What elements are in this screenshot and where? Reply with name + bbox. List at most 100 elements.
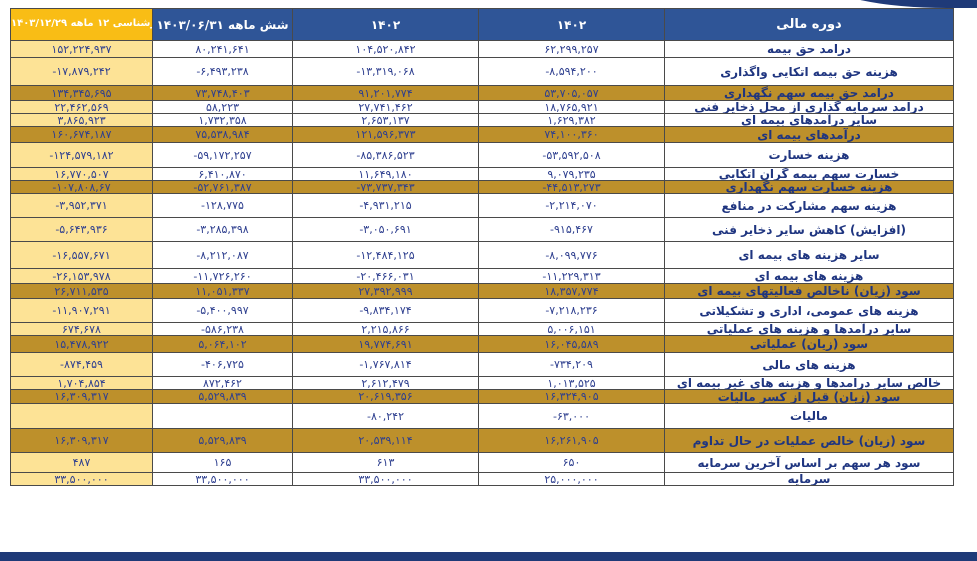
cell-half-year-1403: ۷۳,۷۴۸,۴۰۳ [152,85,293,101]
cell-half-year-1403: -۳,۲۸۵,۳۹۸ [152,217,293,242]
cell-1402-a: -۱۳,۳۱۹,۰۶۸ [292,57,479,86]
cell-1402-a: ۱۹,۷۷۴,۶۹۱ [292,335,479,353]
cell-1402-a: ۲۰,۵۳۹,۱۱۴ [292,428,479,453]
column-header-1402-a: ۱۴۰۲ [292,8,479,41]
table-row: -۵,۶۴۳,۹۳۶ -۳,۲۸۵,۳۹۸ -۳,۰۵۰,۶۹۱ -۹۱۵,۴۶۷ (ا… [10,217,954,242]
cell-expert-12m: ۱۵۲,۲۲۴,۹۳۷ [10,40,153,58]
cell-half-year-1403: ۸۰,۲۴۱,۶۴۱ [152,40,293,58]
cell-1402-b: ۶۲,۲۹۹,۲۵۷ [478,40,665,58]
cell-1402-b: ۱۶,۳۲۴,۹۰۵ [478,389,665,404]
cell-expert-12m: ۳,۸۶۵,۹۲۳ [10,113,153,127]
cell-half-year-1403: -۸,۲۱۲,۰۸۷ [152,241,293,269]
cell-expert-12m: -۲۶,۱۵۳,۹۷۸ [10,268,153,284]
cell-expert-12m: -۱۱,۹۰۷,۲۹۱ [10,298,153,323]
cell-1402-a: ۲,۶۱۲,۴۷۹ [292,376,479,390]
table-body: ۱۵۲,۲۲۴,۹۳۷ ۸۰,۲۴۱,۶۴۱ ۱۰۴,۵۲۰,۸۴۲ ۶۲,۲۹۹,۲… [10,40,954,486]
cell-1402-b: -۸,۰۹۹,۷۷۶ [478,241,665,269]
cell-expert-12m: ۱۶,۷۷۰,۵۰۷ [10,167,153,181]
row-label: هزینه حق بیمه اتکایی واگذاری [664,57,954,86]
cell-expert-12m: ۳۳,۵۰۰,۰۰۰ [10,472,153,486]
cell-half-year-1403 [152,403,293,429]
cell-1402-a: ۶۱۳ [292,452,479,473]
cell-half-year-1403: ۱۶۵ [152,452,293,473]
row-label: هزینه های بیمه ای [664,268,954,284]
cell-half-year-1403: -۴۰۶,۷۲۵ [152,352,293,377]
cell-1402-b: -۱۱,۲۲۹,۳۱۳ [478,268,665,284]
row-label: سرمایه [664,472,954,486]
row-label: هزینه های عمومی، اداری و تشکیلاتی [664,298,954,323]
header-decoration [827,0,977,8]
table-row-subtotal: ۱۵,۴۷۸,۹۲۲ ۵,۰۶۴,۱۰۲ ۱۹,۷۷۴,۶۹۱ ۱۶,۰۴۵,۵۸۹ س… [10,335,954,353]
cell-1402-b: -۸,۵۹۴,۲۰۰ [478,57,665,86]
row-label: هزینه سهم مشارکت در منافع [664,193,954,218]
table-row: -۱۶,۵۵۷,۶۷۱ -۸,۲۱۲,۰۸۷ -۱۲,۴۸۴,۱۲۵ -۸,۰۹۹,۷… [10,241,954,269]
cell-1402-a: -۸۵,۳۸۶,۵۲۳ [292,142,479,168]
column-header-1402-b: ۱۴۰۲ [478,8,665,41]
cell-expert-12m: -۱۷,۸۷۹,۲۴۲ [10,57,153,86]
cell-expert-12m: ۱۳۴,۳۴۵,۶۹۵ [10,85,153,101]
cell-1402-a: -۱۲,۴۸۴,۱۲۵ [292,241,479,269]
row-label: درآمدهای بیمه ای [664,126,954,143]
cell-expert-12m: ۱۶,۳۰۹,۳۱۷ [10,428,153,453]
table-row-subtotal: -۱۰۷,۸۰۸,۶۷ -۵۲,۷۶۱,۳۸۷ -۷۳,۷۳۷,۳۴۳ -۴۴,۵۱۳… [10,180,954,194]
cell-expert-12m: ۲۶,۷۱۱,۵۳۵ [10,283,153,299]
row-label: سایر درآمدها و هزینه های عملیاتی [664,322,954,336]
row-label: مالیات [664,403,954,429]
cell-half-year-1403: ۵۸,۲۲۳ [152,100,293,114]
row-label: هزینه خسارت سهم نگهداری [664,180,954,194]
cell-1402-b: ۹,۰۷۹,۲۳۵ [478,167,665,181]
row-label: سود (زیان) عملیاتی [664,335,954,353]
cell-1402-b: ۶۵۰ [478,452,665,473]
table-row: -۸۰,۲۴۲ -۶۳,۰۰۰ مالیات [10,403,954,429]
cell-1402-b: -۵۳,۵۹۲,۵۰۸ [478,142,665,168]
table-row: -۱۲۴,۵۷۹,۱۸۲ -۵۹,۱۷۲,۲۵۷ -۸۵,۳۸۶,۵۲۳ -۵۳,۵۹… [10,142,954,168]
cell-1402-a: -۳,۰۵۰,۶۹۱ [292,217,479,242]
table-row: ۳۳,۵۰۰,۰۰۰ ۳۳,۵۰۰,۰۰۰ ۳۳,۵۰۰,۰۰۰ ۲۵,۰۰۰,۰۰۰… [10,472,954,486]
cell-1402-b: ۱,۶۲۹,۳۸۲ [478,113,665,127]
table-row: ۴۸۷ ۱۶۵ ۶۱۳ ۶۵۰ سود هر سهم بر اساس آخرین سرم… [10,452,954,473]
cell-1402-a: -۲۰,۴۶۶,۰۳۱ [292,268,479,284]
cell-half-year-1403: ۸۷۲,۴۶۲ [152,376,293,390]
table-row: -۳,۹۵۲,۳۷۱ -۱۲۸,۷۷۵ -۴,۹۳۱,۲۱۵ -۲,۲۱۴,۰۷۰ هز… [10,193,954,218]
table-header-row: کارشناسی ۱۲ ماهه ۱۴۰۳/۱۲/۲۹ شش ماهه ۱۴۰۳… [10,8,954,41]
cell-1402-a: -۴,۹۳۱,۲۱۵ [292,193,479,218]
cell-1402-b: ۱۶,۲۶۱,۹۰۵ [478,428,665,453]
row-label: هزینه های مالی [664,352,954,377]
cell-expert-12m: -۱۰۷,۸۰۸,۶۷ [10,180,153,194]
cell-1402-a: ۲,۲۱۵,۸۶۶ [292,322,479,336]
cell-half-year-1403: ۱,۷۳۲,۳۵۸ [152,113,293,127]
row-label: خالص سایر درامدها و هزینه های غیر بیمه ا… [664,376,954,390]
cell-half-year-1403: -۵۸۶,۲۳۸ [152,322,293,336]
cell-1402-a: ۳۳,۵۰۰,۰۰۰ [292,472,479,486]
cell-1402-a: -۱,۷۶۷,۸۱۴ [292,352,479,377]
cell-1402-a: ۱۱,۶۴۹,۱۸۰ [292,167,479,181]
table-row-subtotal: ۱۳۴,۳۴۵,۶۹۵ ۷۳,۷۴۸,۴۰۳ ۹۱,۲۰۱,۷۷۴ ۵۳,۷۰۵,۰۵… [10,85,954,101]
cell-expert-12m: -۱۲۴,۵۷۹,۱۸۲ [10,142,153,168]
table-row: -۱۱,۹۰۷,۲۹۱ -۵,۴۰۰,۹۹۷ -۹,۸۳۴,۱۷۴ -۷,۲۱۸,۲۳… [10,298,954,323]
cell-half-year-1403: ۷۵,۵۳۸,۹۸۴ [152,126,293,143]
cell-expert-12m: -۳,۹۵۲,۳۷۱ [10,193,153,218]
table-row: ۱۵۲,۲۲۴,۹۳۷ ۸۰,۲۴۱,۶۴۱ ۱۰۴,۵۲۰,۸۴۲ ۶۲,۲۹۹,۲… [10,40,954,58]
row-label: سود (زیان) خالص عملیات در حال تداوم [664,428,954,453]
cell-1402-b: -۷۳۴,۲۰۹ [478,352,665,377]
cell-1402-b: -۷,۲۱۸,۲۳۶ [478,298,665,323]
cell-1402-b: ۵۳,۷۰۵,۰۵۷ [478,85,665,101]
column-header-half-year-1403: شش ماهه ۱۴۰۳/۰۶/۳۱ [152,8,293,41]
table-row: ۶۷۴,۶۷۸ -۵۸۶,۲۳۸ ۲,۲۱۵,۸۶۶ ۵,۰۰۶,۱۵۱ سایر در… [10,322,954,336]
row-label: خسارت سهم بیمه گران اتکایی [664,167,954,181]
cell-1402-b: -۴۴,۵۱۳,۲۷۳ [478,180,665,194]
cell-half-year-1403: -۶,۴۹۳,۲۳۸ [152,57,293,86]
cell-1402-b: ۲۵,۰۰۰,۰۰۰ [478,472,665,486]
cell-half-year-1403: -۱۱,۷۲۶,۲۶۰ [152,268,293,284]
cell-1402-b: ۱,۰۱۳,۵۲۵ [478,376,665,390]
row-label: (افزایش) کاهش سایر ذخایر فنی [664,217,954,242]
table-row-subtotal: ۱۶,۳۰۹,۳۱۷ ۵,۵۲۹,۸۳۹ ۲۰,۶۱۹,۳۵۶ ۱۶,۳۲۴,۹۰۵ س… [10,389,954,404]
table-row-subtotal: ۲۶,۷۱۱,۵۳۵ ۱۱,۰۵۱,۳۳۷ ۲۷,۳۹۲,۹۹۹ ۱۸,۳۵۷,۷۷۴… [10,283,954,299]
row-label: سایر هزینه های بیمه ای [664,241,954,269]
cell-1402-b: ۵,۰۰۶,۱۵۱ [478,322,665,336]
footer-bar [0,552,977,561]
cell-1402-a: -۸۰,۲۴۲ [292,403,479,429]
cell-half-year-1403: -۵۹,۱۷۲,۲۵۷ [152,142,293,168]
row-label: سایر درآمدهای بیمه ای [664,113,954,127]
row-label: سود (زیان) قبل از کسر مالیات [664,389,954,404]
